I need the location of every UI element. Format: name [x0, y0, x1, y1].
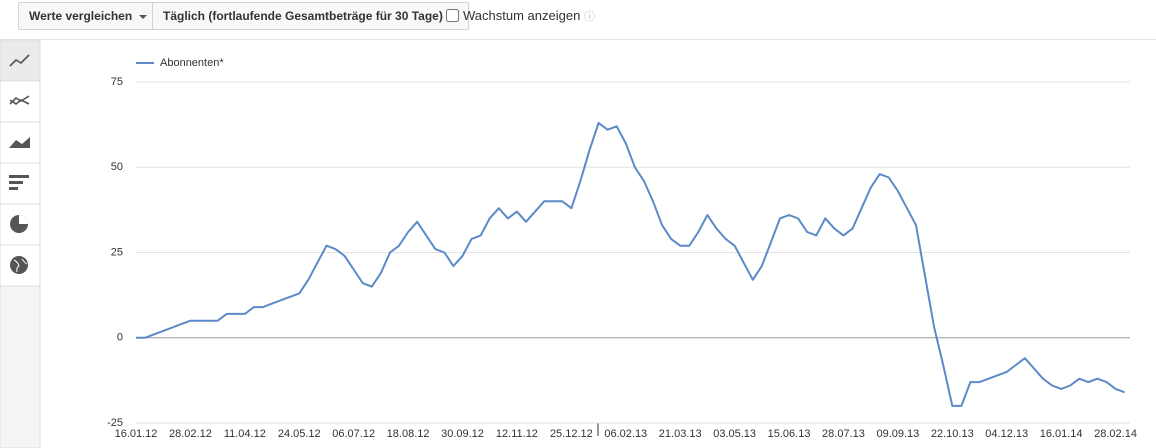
y-tick-label: 25 — [111, 246, 123, 258]
x-tick-label: 24.05.12 — [278, 428, 321, 440]
x-tick-label: 28.07.13 — [822, 428, 865, 440]
x-tick-label: 28.02.14 — [1094, 428, 1137, 440]
y-tick-label: 75 — [111, 76, 123, 88]
growth-checkbox[interactable]: Wachstum anzeigen ⓘ — [446, 8, 595, 24]
y-tick-label: -25 — [107, 417, 123, 429]
separator — [0, 39, 1156, 40]
x-tick-label: 06.02.13 — [604, 428, 647, 440]
area-view[interactable] — [0, 121, 41, 164]
sidebar — [0, 39, 41, 448]
x-tick-label: 15.06.13 — [768, 428, 811, 440]
x-tick-label: 03.05.13 — [713, 428, 756, 440]
y-tick-label: 0 — [117, 332, 123, 344]
x-tick-label: 16.01.12 — [115, 428, 158, 440]
growth-label: Wachstum anzeigen — [463, 8, 581, 23]
x-tick-label: 06.07.12 — [332, 428, 375, 440]
x-tick-label: 12.11.12 — [496, 428, 538, 440]
checkbox[interactable] — [446, 9, 459, 22]
period-dropdown[interactable]: Täglich (fortlaufende Gesamtbeträge für … — [152, 2, 469, 30]
x-tick-label: 22.10.13 — [931, 428, 974, 440]
x-tick-label: 18.08.12 — [387, 428, 430, 440]
line-view[interactable] — [0, 39, 41, 82]
x-tick-label: 11.04.12 — [224, 428, 266, 440]
x-tick-label: 28.02.12 — [169, 428, 212, 440]
x-tick-label: 09.09.13 — [876, 428, 919, 440]
compare-button[interactable]: Werte vergleichen — [18, 2, 159, 30]
series-line — [136, 121, 1125, 407]
legend-label: Abonnenten* — [160, 57, 224, 69]
y-tick-label: 50 — [111, 161, 123, 173]
x-tick-label: 30.09.12 — [441, 428, 484, 440]
x-tick-label: 04.12.13 — [985, 428, 1028, 440]
x-tick-label: 16.01.14 — [1040, 428, 1083, 440]
x-tick-label: 21.03.13 — [659, 428, 702, 440]
x-tick-label: 25.12.12 — [550, 428, 593, 440]
